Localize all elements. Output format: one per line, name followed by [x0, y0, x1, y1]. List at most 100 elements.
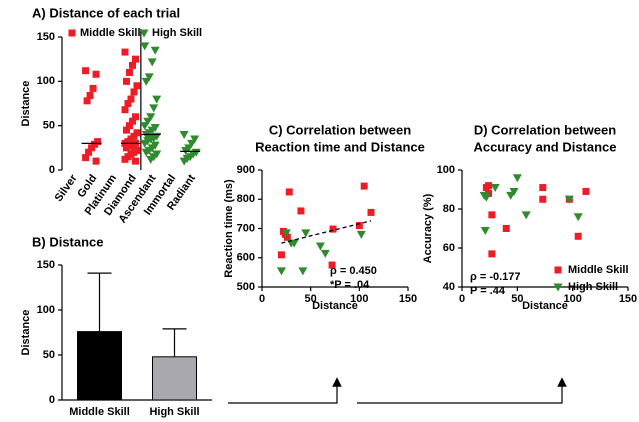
chart-title: A) Distance of each trial [32, 5, 180, 20]
point [68, 29, 76, 37]
y-tick-label: 0 [49, 394, 55, 406]
point [132, 113, 139, 121]
y-tick-label: 50 [43, 349, 55, 361]
x-tick-label: 150 [399, 293, 417, 305]
point [554, 266, 562, 274]
point [485, 182, 493, 190]
point [91, 140, 99, 148]
chart-title: Reaction time and Distance [255, 139, 425, 154]
point [123, 126, 130, 134]
point [82, 67, 90, 75]
legend-label: High Skill [152, 27, 202, 39]
y-tick-label: 100 [37, 75, 55, 87]
point [121, 106, 129, 114]
point [582, 187, 590, 195]
point [480, 226, 490, 235]
point [89, 84, 97, 92]
point [521, 211, 531, 220]
point [144, 73, 154, 82]
point [132, 157, 139, 165]
point [367, 208, 375, 216]
point [132, 55, 139, 63]
point [573, 213, 583, 222]
y-tick-label: 40 [443, 281, 455, 293]
point [129, 117, 136, 125]
y-tick-label: 60 [443, 242, 455, 254]
point [141, 148, 151, 157]
y-tick-label: 100 [37, 304, 55, 316]
point [129, 61, 136, 69]
point [92, 157, 100, 165]
point [127, 95, 135, 103]
point [298, 267, 308, 276]
point [88, 144, 96, 152]
point [82, 154, 90, 162]
y-tick-label: 100 [437, 164, 455, 176]
point [121, 48, 129, 56]
y-axis-label: Distance [20, 310, 32, 356]
y-axis-label: Reaction time (ms) [223, 179, 235, 278]
arrow [357, 377, 567, 404]
y-tick-label: 600 [237, 252, 255, 264]
trend-line [281, 220, 372, 244]
chart-title: B) Distance [32, 234, 104, 249]
annotation: ρ = 0.450 [330, 265, 377, 277]
point [187, 139, 197, 148]
point [126, 122, 133, 130]
point [553, 283, 563, 292]
x-tick-label: Middle Skill [69, 406, 130, 418]
point [320, 249, 330, 258]
y-tick-label: 150 [37, 259, 55, 271]
arrow [228, 377, 342, 404]
y-axis-label: Accuracy (%) [422, 193, 434, 263]
point [86, 92, 94, 100]
point [301, 229, 311, 238]
point [146, 155, 156, 164]
annotation: *P = .04 [330, 279, 370, 291]
point [574, 232, 582, 240]
point [539, 184, 547, 192]
point [502, 225, 510, 232]
legend-label: High Skill [568, 281, 618, 293]
point [146, 113, 156, 122]
point [124, 100, 132, 107]
point [130, 88, 138, 96]
point [328, 261, 336, 269]
point [92, 70, 100, 78]
point [140, 139, 150, 148]
y-tick-label: 80 [443, 203, 455, 215]
x-tick-label: 50 [305, 293, 317, 305]
y-axis-label: Distance [20, 81, 32, 127]
point [315, 242, 325, 251]
point [179, 157, 189, 166]
x-tick-label: High Skill [149, 406, 199, 418]
x-axis-label: Distance [312, 300, 358, 312]
point [485, 189, 493, 197]
x-tick-label: Silver [53, 172, 80, 204]
y-tick-label: 900 [237, 164, 255, 176]
point [329, 225, 337, 233]
annotation: P = .44 [470, 285, 506, 297]
chart-title: Accuracy and Distance [473, 139, 616, 154]
point [190, 135, 200, 144]
point [143, 117, 153, 126]
x-tick-label: 100 [563, 293, 581, 305]
y-tick-label: 150 [37, 31, 55, 43]
y-tick-label: 0 [49, 164, 55, 176]
point [139, 29, 149, 38]
point [490, 184, 500, 193]
point [356, 230, 366, 239]
point [481, 193, 491, 202]
point [123, 77, 130, 85]
point [297, 207, 305, 215]
point [488, 250, 496, 258]
point [133, 82, 141, 90]
point [488, 211, 496, 219]
y-tick-label: 500 [237, 281, 255, 293]
point [141, 77, 151, 86]
bar [77, 331, 122, 401]
point [276, 267, 286, 276]
legend-label: Middle Skill [568, 264, 629, 276]
y-tick-label: 800 [237, 193, 255, 205]
